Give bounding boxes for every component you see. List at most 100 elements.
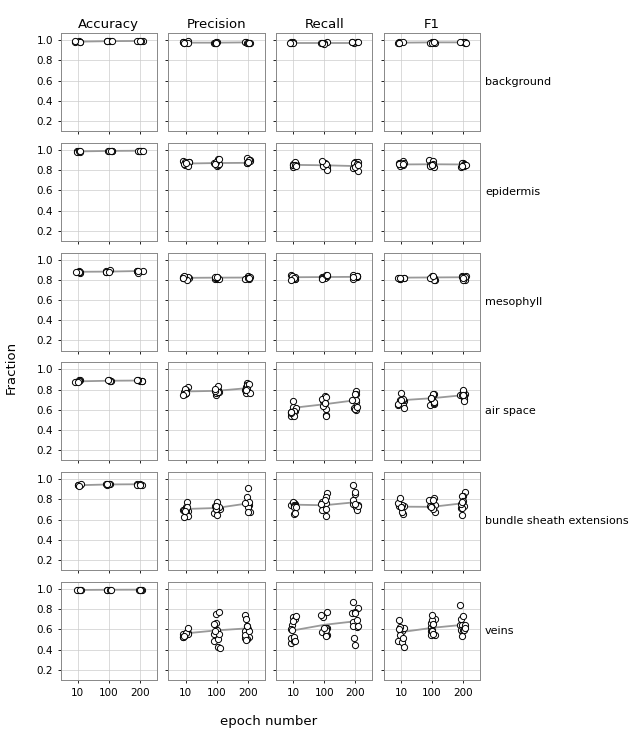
Point — [457, 270, 467, 282]
Point — [399, 641, 409, 653]
Point — [213, 380, 223, 392]
Point — [105, 264, 115, 276]
Point — [351, 271, 362, 283]
Point — [211, 37, 221, 49]
Text: veins: veins — [485, 626, 515, 636]
Point — [458, 384, 468, 396]
Point — [210, 625, 220, 637]
Point — [456, 614, 467, 625]
Point — [133, 374, 143, 386]
Point — [394, 37, 404, 49]
Point — [181, 627, 191, 639]
Point — [349, 403, 360, 415]
Point — [286, 406, 296, 418]
Point — [286, 406, 296, 417]
Point — [138, 375, 148, 387]
Point — [72, 145, 82, 157]
Point — [286, 410, 296, 422]
Point — [212, 383, 222, 395]
Point — [349, 633, 359, 645]
Point — [426, 392, 436, 404]
Point — [179, 504, 189, 516]
Point — [348, 597, 358, 609]
Point — [426, 392, 436, 404]
Point — [290, 273, 300, 285]
Point — [241, 497, 252, 509]
Point — [457, 159, 467, 171]
Point — [317, 271, 327, 283]
Point — [351, 389, 362, 401]
Point — [352, 504, 362, 516]
Point — [242, 153, 252, 165]
Point — [393, 398, 403, 410]
Point — [458, 495, 468, 506]
Point — [183, 159, 193, 171]
Point — [244, 154, 254, 165]
Point — [395, 273, 405, 285]
Title: Accuracy: Accuracy — [78, 18, 140, 31]
Point — [101, 265, 111, 277]
Point — [214, 606, 224, 617]
Point — [242, 491, 252, 503]
Point — [211, 617, 221, 629]
Point — [289, 273, 300, 284]
Point — [213, 634, 223, 645]
Point — [429, 273, 440, 285]
Point — [241, 634, 252, 645]
Point — [396, 387, 406, 399]
Point — [287, 270, 297, 282]
Point — [134, 145, 145, 157]
Point — [211, 37, 221, 49]
Point — [180, 159, 190, 171]
Point — [349, 402, 359, 414]
Point — [107, 145, 117, 157]
Point — [76, 146, 86, 158]
Point — [74, 584, 84, 595]
Point — [287, 37, 298, 49]
Point — [460, 271, 470, 283]
Point — [179, 505, 189, 517]
Point — [211, 507, 221, 519]
Point — [212, 624, 222, 636]
Point — [181, 627, 191, 639]
Point — [102, 478, 112, 490]
Point — [350, 161, 360, 173]
Point — [353, 156, 363, 168]
Point — [317, 156, 328, 168]
Point — [394, 157, 404, 169]
Point — [209, 273, 220, 284]
Point — [138, 145, 148, 157]
Point — [348, 494, 358, 506]
Point — [399, 157, 409, 169]
Point — [178, 156, 188, 168]
Point — [214, 153, 224, 165]
Point — [317, 504, 327, 516]
Point — [289, 501, 300, 512]
Point — [104, 146, 115, 157]
Point — [211, 503, 221, 515]
Point — [317, 400, 328, 412]
Point — [183, 623, 193, 634]
Point — [137, 584, 147, 595]
Point — [351, 385, 361, 397]
Point — [180, 506, 191, 517]
Point — [395, 273, 405, 284]
Point — [348, 273, 358, 284]
Point — [352, 614, 362, 625]
Point — [240, 273, 250, 284]
Point — [240, 632, 250, 644]
Point — [429, 397, 440, 409]
Point — [426, 500, 436, 512]
Point — [426, 272, 436, 284]
Point — [289, 500, 300, 512]
Point — [209, 507, 219, 519]
Point — [132, 374, 143, 386]
Point — [132, 478, 142, 490]
Point — [211, 608, 221, 620]
Point — [289, 501, 300, 513]
Point — [398, 36, 408, 48]
Point — [74, 480, 84, 492]
Point — [395, 621, 405, 633]
Point — [348, 270, 358, 282]
Point — [181, 387, 191, 399]
